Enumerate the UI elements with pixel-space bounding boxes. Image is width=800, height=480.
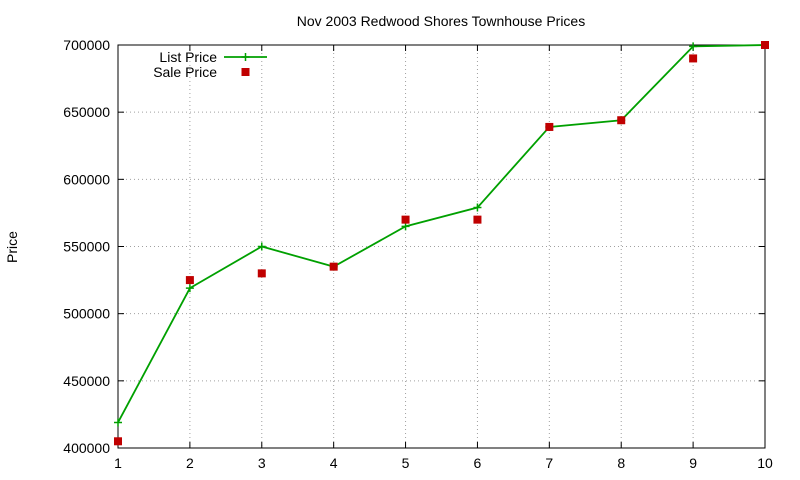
x-tick-label: 6 bbox=[474, 455, 482, 471]
sale-price-point bbox=[329, 262, 338, 271]
list-price-point bbox=[185, 284, 194, 293]
list-price-point bbox=[473, 203, 482, 212]
sale-price-point bbox=[257, 269, 266, 278]
x-tick-label: 1 bbox=[114, 455, 122, 471]
y-tick-label: 650000 bbox=[63, 104, 110, 120]
x-tick-label: 9 bbox=[689, 455, 697, 471]
plot-area bbox=[114, 41, 769, 446]
x-tick-label: 3 bbox=[258, 455, 266, 471]
y-tick-label: 500000 bbox=[63, 306, 110, 322]
sale-price-point bbox=[185, 276, 194, 285]
sale-price-point bbox=[761, 41, 769, 49]
legend-label-sale-price: Sale Price bbox=[153, 64, 217, 80]
y-tick-label: 700000 bbox=[63, 37, 110, 53]
y-tick-label: 450000 bbox=[63, 373, 110, 389]
x-tick-label: 4 bbox=[330, 455, 338, 471]
list-price-point bbox=[114, 418, 122, 427]
legend-label-list-price: List Price bbox=[159, 49, 217, 65]
sale-price-point bbox=[114, 437, 122, 446]
chart-title: Nov 2003 Redwood Shores Townhouse Prices bbox=[297, 13, 585, 29]
grid bbox=[118, 45, 765, 448]
x-tick-label: 5 bbox=[402, 455, 410, 471]
axes: 1 2 3 4 5 6 7 8 9 10 400000 450000 500000 550000 60000… bbox=[63, 37, 773, 471]
x-tick-label: 10 bbox=[757, 455, 773, 471]
list-price-point bbox=[689, 42, 698, 51]
x-tick-label: 2 bbox=[186, 455, 194, 471]
sale-price-point bbox=[473, 215, 482, 224]
y-tick-label: 550000 bbox=[63, 239, 110, 255]
list-price-line bbox=[117, 44, 766, 423]
x-tick-label: 8 bbox=[617, 455, 625, 471]
legend-marker-sale-price bbox=[241, 68, 250, 76]
plot-frame bbox=[117, 44, 766, 449]
series-sale-price bbox=[114, 41, 769, 446]
sale-price-point bbox=[401, 215, 410, 224]
legend-marker-list-price bbox=[241, 53, 250, 61]
x-tick-label: 7 bbox=[545, 455, 553, 471]
y-tick-label: 600000 bbox=[63, 171, 110, 187]
sale-price-point bbox=[545, 122, 554, 131]
y-tick-label: 400000 bbox=[63, 440, 110, 456]
sale-price-point bbox=[689, 54, 698, 63]
sale-price-point bbox=[617, 116, 626, 125]
list-price-point bbox=[257, 242, 266, 251]
list-price-point bbox=[401, 222, 410, 231]
y-axis-label: Price bbox=[4, 231, 20, 263]
series-list-price bbox=[114, 41, 769, 427]
